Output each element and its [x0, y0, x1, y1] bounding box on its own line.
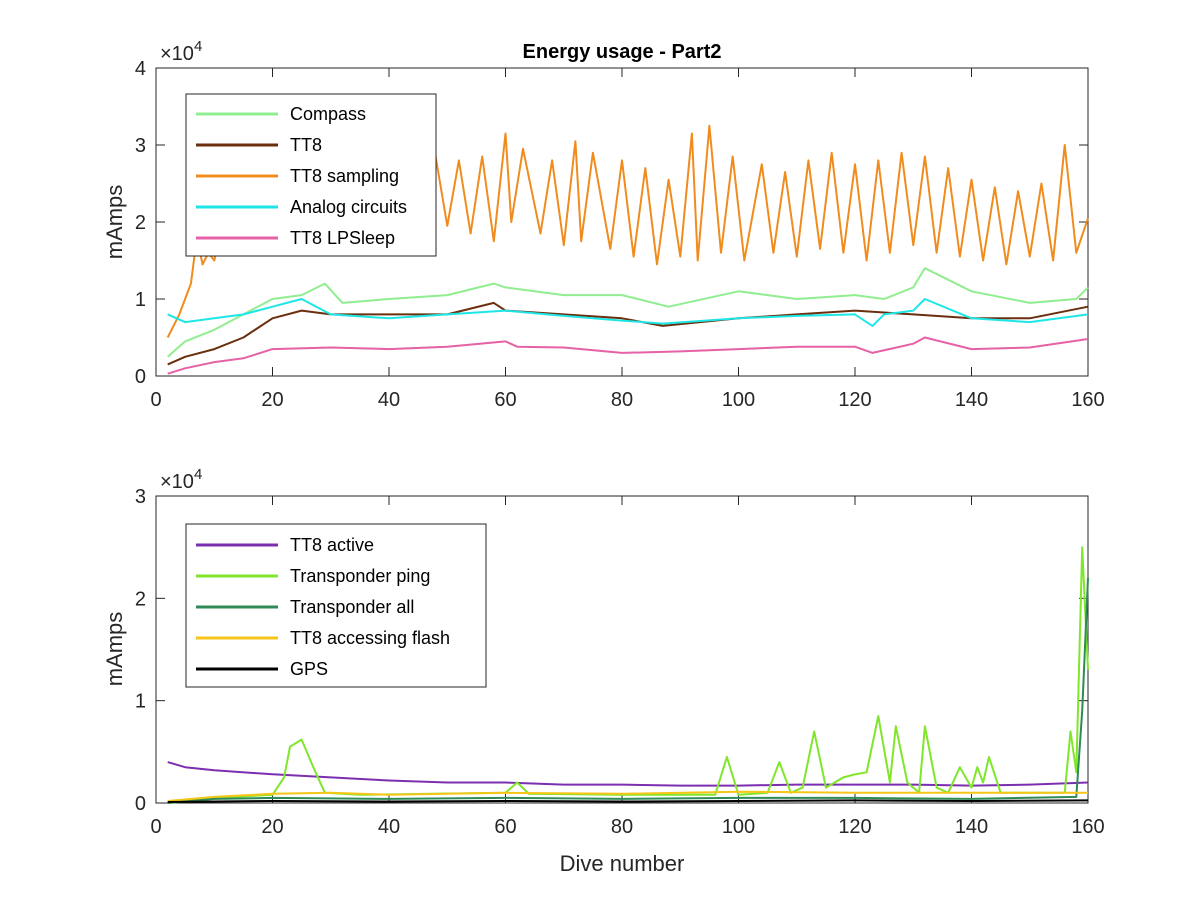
top-series-line-compass: [167, 267, 1089, 358]
top-x-tick-label: 100: [722, 389, 755, 411]
bottom-y-tick-label: 2: [135, 588, 146, 610]
top-legend-label: TT8: [290, 135, 322, 155]
bottom-x-tick-label: 100: [722, 816, 755, 838]
top-x-tick-label: 120: [838, 389, 871, 411]
top-y-tick-label: 2: [135, 212, 146, 234]
top-y-tick-label: 1: [135, 289, 146, 311]
top-x-tick-label: 160: [1071, 389, 1104, 411]
top-x-tick-label: 140: [955, 389, 988, 411]
top-x-tick-label: 20: [261, 389, 283, 411]
top-legend-label: Analog circuits: [290, 197, 407, 217]
bottom-x-axis-label: Dive number: [560, 851, 685, 876]
bottom-legend-label: GPS: [290, 659, 328, 679]
bottom-x-tick-label: 160: [1071, 816, 1104, 838]
bottom-x-tick-label: 140: [955, 816, 988, 838]
bottom-y-axis-label: mAmps: [102, 612, 127, 687]
bottom-legend-label: Transponder ping: [290, 566, 430, 586]
top-legend: Compass TT8 TT8 sampling Analog circuits TT8…: [185, 93, 437, 257]
bottom-y-tick-label: 1: [135, 691, 146, 713]
bottom-series-line-gps: [167, 799, 1089, 803]
top-panel: Energy usage - Part2 mAmps ×104 0 20 40 60 8…: [102, 38, 1105, 411]
bottom-x-tick-label: 120: [838, 816, 871, 838]
top-y-scale-factor: ×104: [160, 38, 202, 65]
top-x-tick-label: 80: [611, 389, 633, 411]
bottom-y-tick-label: 3: [135, 486, 146, 508]
top-y-axis-label: mAmps: [102, 185, 127, 260]
top-x-tick-label: 60: [494, 389, 516, 411]
top-chart-title: Energy usage - Part2: [523, 41, 722, 63]
bottom-y-scale-base: ×10: [160, 471, 194, 493]
top-x-tick-label: 40: [378, 389, 400, 411]
bottom-panel: mAmps Dive number ×104 0 20 40 60 80 100 120 14…: [102, 466, 1105, 876]
bottom-legend: TT8 active Transponder ping Transponder al…: [185, 523, 487, 688]
bottom-legend-label: Transponder all: [290, 597, 414, 617]
top-y-scale-base: ×10: [160, 43, 194, 65]
bottom-x-tick-label: 80: [611, 816, 633, 838]
bottom-series-line-tt8-active: [167, 761, 1089, 787]
top-y-tick-label: 4: [135, 58, 146, 80]
bottom-y-scale-factor: ×104: [160, 466, 202, 493]
top-legend-label: Compass: [290, 104, 366, 124]
top-series-line-tt8-lpsleep: [167, 336, 1089, 375]
bottom-x-tick-label: 0: [150, 816, 161, 838]
top-y-tick-label: 0: [135, 366, 146, 388]
top-series-line-analog-circuits: [167, 298, 1089, 327]
bottom-y-scale-exponent: 4: [194, 466, 202, 483]
bottom-x-tick-label: 60: [494, 816, 516, 838]
top-y-tick-label: 3: [135, 135, 146, 157]
bottom-x-tick-label: 40: [378, 816, 400, 838]
bottom-series-line-tt8-accessing-flash: [167, 790, 1088, 802]
top-y-scale-exponent: 4: [194, 38, 202, 55]
bottom-legend-label: TT8 active: [290, 535, 374, 555]
bottom-y-tick-label: 0: [135, 793, 146, 815]
top-legend-label: TT8 sampling: [290, 166, 399, 186]
top-x-tick-label: 0: [150, 389, 161, 411]
bottom-series-line-transponder-all: [167, 577, 1089, 804]
top-legend-label: TT8 LPSleep: [290, 228, 395, 248]
bottom-legend-label: TT8 accessing flash: [290, 628, 450, 648]
bottom-x-tick-label: 20: [261, 816, 283, 838]
